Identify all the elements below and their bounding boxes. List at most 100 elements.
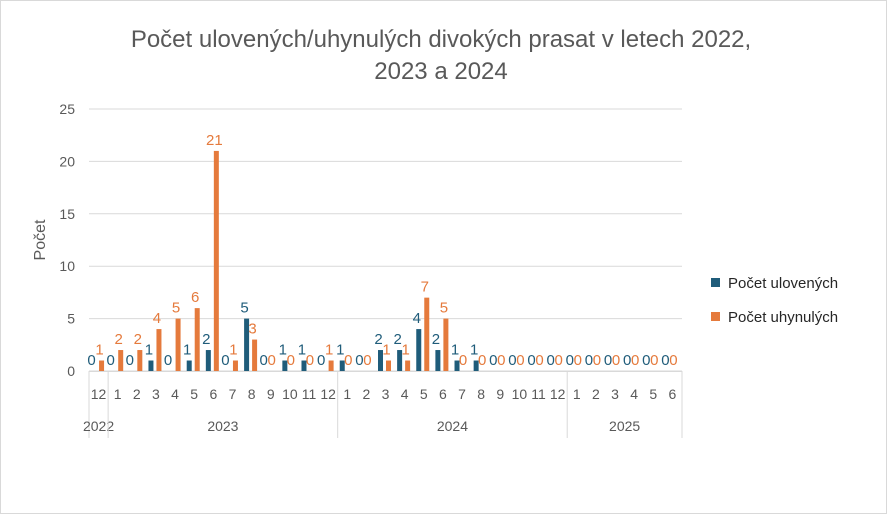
bar-uhynuli: [213, 150, 219, 371]
x-tick-label: 10: [512, 386, 528, 402]
bar-uhynuli: [386, 360, 391, 371]
data-label-uloveni: 2: [432, 331, 440, 348]
data-label-uhynuli: 0: [593, 352, 601, 369]
chart-title-line-2: 2023 a 2024: [374, 58, 507, 85]
bar-uhynuli: [99, 360, 105, 371]
data-label-uloveni: 2: [374, 331, 382, 348]
bar-uloveni: [339, 360, 345, 371]
y-tick-label: 15: [59, 206, 75, 222]
x-tick-label: 11: [531, 386, 546, 402]
bar-uloveni: [473, 360, 479, 371]
bar-uloveni: [282, 360, 288, 371]
y-axis-label: Počet: [32, 219, 49, 260]
data-label-uhynuli: 0: [612, 352, 620, 369]
data-label-uloveni: 0: [87, 352, 95, 369]
x-tick-label: 10: [282, 386, 298, 402]
x-group-label: 2023: [207, 418, 238, 434]
x-tick-label: 4: [171, 386, 179, 402]
data-label-uhynuli: 1: [382, 342, 390, 359]
x-tick-label: 9: [496, 386, 504, 402]
data-label-uhynuli: 2: [134, 331, 142, 348]
data-label-uhynuli: 6: [191, 289, 199, 306]
data-label-uhynuli: 2: [115, 331, 123, 348]
bar-uhynuli: [194, 308, 200, 371]
data-label-uloveni: 0: [508, 352, 516, 369]
legend-swatch-uloveni: [711, 278, 720, 287]
bar-uloveni: [205, 350, 211, 371]
y-tick-label: 20: [59, 153, 75, 169]
y-tick-labels: 0 5 10 15 20 25: [59, 101, 75, 379]
x-tick-label: 12: [550, 386, 566, 402]
x-axis: 12 1 2 3 4 5 6 7 8 9 10 11 12 1 2 3 4 5 6 7 8 9 10 11 12 1 2 3 4 5 620…: [83, 371, 683, 438]
x-tick-label: 4: [401, 386, 409, 402]
data-label-uhynuli: 4: [153, 310, 161, 327]
data-label-uhynuli: 0: [497, 352, 505, 369]
data-label-uhynuli: 0: [650, 352, 658, 369]
data-label-uhynuli: 5: [172, 300, 180, 317]
data-label-uhynuli: 0: [478, 352, 486, 369]
data-label-uhynuli: 21: [206, 132, 223, 149]
data-label-uloveni: 1: [470, 342, 478, 359]
data-label-uloveni: 0: [566, 352, 574, 369]
data-label-uloveni: 1: [451, 342, 459, 359]
x-group-label: 2024: [437, 418, 468, 434]
data-label-uhynuli: 0: [363, 352, 371, 369]
x-tick-label: 6: [669, 386, 677, 402]
data-label-uloveni: 0: [107, 352, 115, 369]
data-label-uloveni: 1: [145, 342, 153, 359]
data-label-uloveni: 2: [393, 331, 401, 348]
x-tick-label: 3: [611, 386, 619, 402]
data-label-uhynuli: 0: [287, 352, 295, 369]
x-group-label: 2025: [609, 418, 640, 434]
bar-uhynuli: [328, 360, 334, 371]
bar-uloveni: [186, 360, 192, 371]
data-label-uhynuli: 0: [574, 352, 582, 369]
data-label-uhynuli: 3: [248, 321, 256, 338]
data-label-uhynuli: 1: [325, 342, 333, 359]
data-label-uhynuli: 1: [95, 342, 103, 359]
data-label-uloveni: 0: [623, 352, 631, 369]
data-label-uloveni: 1: [298, 342, 306, 359]
x-group-label: 2022: [83, 418, 114, 434]
data-label-uhynuli: 0: [631, 352, 639, 369]
x-tick-label: 2: [133, 386, 141, 402]
bar-uloveni: [454, 360, 460, 371]
bar-uhynuli: [175, 318, 181, 371]
data-label-uloveni: 1: [183, 342, 191, 359]
legend-label-uloveni: Počet ulovených: [728, 275, 838, 292]
x-tick-label: 4: [630, 386, 638, 402]
data-label-uloveni: 0: [164, 352, 172, 369]
x-tick-label: 3: [382, 386, 390, 402]
bar-uloveni: [435, 350, 441, 371]
data-label-uloveni: 4: [413, 310, 421, 327]
bar-uloveni: [148, 360, 154, 371]
data-label-uhynuli: 7: [421, 279, 429, 296]
bar-uloveni: [378, 350, 383, 371]
data-label-uloveni: 0: [546, 352, 554, 369]
x-tick-label: 5: [190, 386, 198, 402]
x-tick-label: 8: [477, 386, 485, 402]
data-label-uloveni: 0: [126, 352, 134, 369]
bar-uhynuli: [232, 360, 238, 371]
bar-uloveni: [301, 360, 307, 371]
data-label-uloveni: 0: [527, 352, 535, 369]
x-tick-label: 12: [91, 386, 107, 402]
y-tick-label: 25: [59, 101, 75, 117]
x-tick-label: 7: [458, 386, 466, 402]
chart-title-line-1: Počet ulovených/uhynulých divokých prasa…: [131, 26, 751, 53]
x-tick-label: 7: [229, 386, 237, 402]
y-tick-label: 0: [67, 363, 75, 379]
bar-uloveni: [416, 329, 422, 371]
bar-uloveni: [244, 318, 250, 371]
x-tick-label: 3: [152, 386, 160, 402]
x-tick-label: 2: [592, 386, 600, 402]
data-label-uhynuli: 0: [516, 352, 524, 369]
data-label-uloveni: 0: [642, 352, 650, 369]
data-label-uhynuli: 0: [268, 352, 276, 369]
y-tick-label: 10: [59, 258, 75, 274]
bar-uhynuli: [156, 329, 162, 371]
x-tick-label: 2: [362, 386, 370, 402]
x-tick-label: 9: [267, 386, 275, 402]
